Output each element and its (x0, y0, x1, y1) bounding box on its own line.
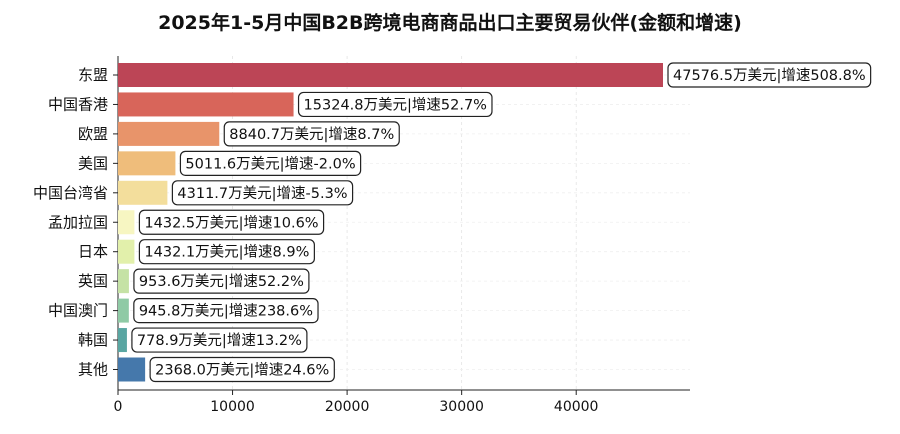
bar (118, 298, 129, 323)
data-label-box (297, 91, 493, 118)
data-label: 778.9万美元|增速13.2% (137, 332, 302, 349)
data-label-box (133, 268, 310, 294)
category-label: 东盟 (78, 66, 108, 84)
bar (118, 180, 168, 205)
data-label: 5011.6万美元|增速-2.0% (185, 155, 355, 172)
category-label: 日本 (78, 243, 108, 261)
data-label-box (131, 327, 308, 353)
bar (118, 92, 294, 117)
category-label: 中国澳门 (48, 302, 108, 320)
bar (118, 357, 146, 382)
x-tick-label: 20000 (325, 399, 370, 415)
data-label-box (171, 180, 354, 206)
category-label: 中国香港 (48, 95, 108, 113)
data-label: 2368.0万美元|增速24.6% (155, 362, 329, 379)
bar (118, 151, 176, 176)
chart-title: 2025年1-5月中国B2B跨境电商商品出口主要贸易伙伴(金额和增速) (158, 12, 742, 34)
data-label-box (138, 209, 325, 235)
data-label-box (179, 150, 362, 176)
category-label: 欧盟 (78, 125, 108, 143)
data-label-box (138, 239, 315, 265)
data-label-box (149, 356, 335, 383)
x-tick-label: 40000 (554, 399, 599, 415)
x-tick-label: 0 (114, 399, 123, 415)
category-label: 孟加拉国 (48, 213, 108, 231)
data-label-box (223, 121, 400, 147)
x-tick-label: 30000 (439, 399, 484, 415)
data-label: 4311.7万美元|增速-5.3% (177, 185, 347, 202)
category-label: 美国 (78, 154, 108, 172)
bar (118, 210, 135, 235)
bar (118, 63, 663, 87)
data-label: 945.8万美元|增速238.6% (139, 303, 313, 320)
x-tick-label: 10000 (210, 399, 255, 415)
data-label: 953.6万美元|增速52.2% (139, 273, 304, 290)
category-label: 中国台湾省 (33, 184, 108, 202)
bar (118, 328, 127, 353)
data-label: 1432.5万美元|增速10.6% (144, 214, 318, 231)
data-label-box (667, 62, 872, 88)
category-label: 韩国 (78, 331, 108, 349)
data-label: 1432.1万美元|增速8.9% (144, 244, 309, 261)
data-label: 47576.5万美元|增速508.8% (673, 67, 866, 84)
bar (118, 239, 135, 264)
data-label-box (133, 298, 319, 324)
bar (118, 269, 129, 294)
category-label: 英国 (78, 272, 108, 290)
bar (118, 121, 220, 146)
data-label: 15324.8万美元|增速52.7% (304, 96, 487, 113)
data-label: 8840.7万美元|增速8.7% (229, 126, 394, 143)
category-label: 其他 (78, 361, 108, 379)
